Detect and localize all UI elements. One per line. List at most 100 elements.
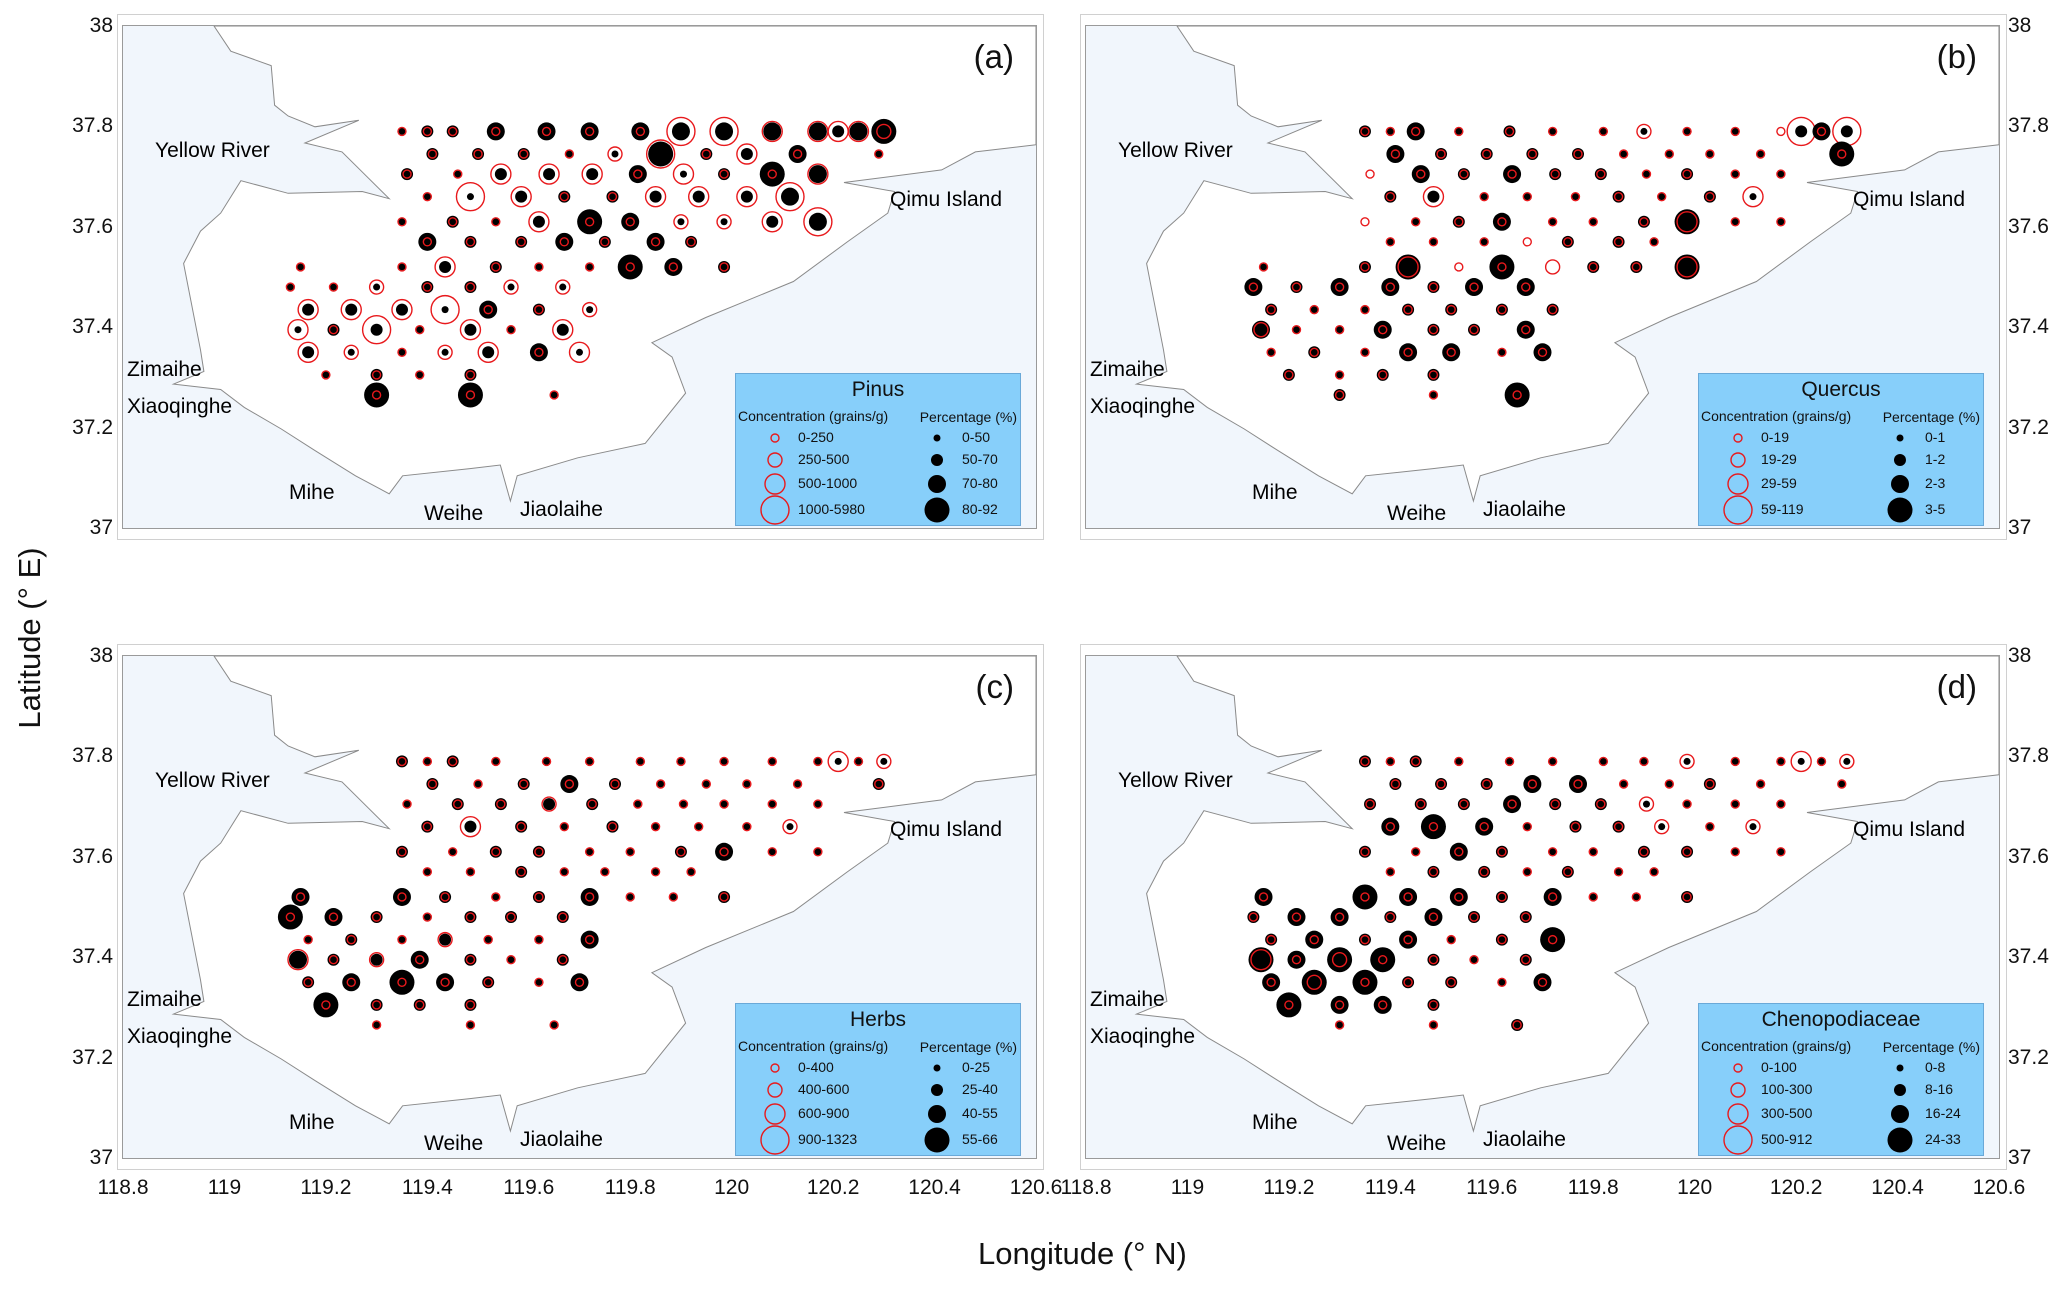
percentage-dot [1533, 343, 1552, 362]
concentration-ring [1403, 934, 1413, 945]
panel-frame [117, 14, 1044, 540]
concentration-ring [650, 867, 661, 877]
concentration-ring [340, 298, 362, 321]
concentration-ring [1454, 892, 1464, 902]
legend-dot-symbol [924, 497, 950, 523]
percentage-dot [507, 283, 515, 291]
percentage-dot [743, 780, 751, 788]
x-tick-label: 119.2 [300, 1176, 352, 1199]
percentage-dot [1650, 238, 1658, 246]
legend-dot-symbol [1896, 434, 1904, 442]
percentage-dot [788, 145, 807, 164]
percentage-dot [441, 306, 449, 314]
concentration-ring [1428, 867, 1439, 877]
concentration-ring [1705, 779, 1715, 789]
percentage-dot [1381, 278, 1400, 297]
legend-concentration-class: 900-1323 [798, 1131, 858, 1147]
percentage-dot [416, 326, 424, 334]
legend-dot-symbol [933, 1064, 941, 1072]
concentration-ring [465, 237, 476, 247]
percentage-dot [768, 800, 776, 808]
percentage-dot [1620, 780, 1628, 788]
concentration-ring [1446, 304, 1456, 315]
legend-ring-symbol [1723, 1125, 1753, 1155]
concentration-ring [422, 191, 433, 202]
place-label: Qimu Island [1853, 818, 1965, 841]
concentration-ring [761, 120, 783, 143]
legend-ring-symbol [1733, 1063, 1743, 1073]
concentration-ring [666, 116, 696, 147]
percentage-dot [373, 283, 381, 291]
concentration-ring [807, 163, 829, 185]
percentage-dot [849, 122, 868, 141]
percentage-dot [1543, 887, 1562, 906]
percentage-dot [370, 953, 383, 966]
place-label: Mihe [1252, 1111, 1298, 1134]
place-label: Qimu Island [890, 818, 1002, 841]
percentage-dot [1840, 125, 1853, 138]
concentration-ring [321, 370, 331, 380]
percentage-dot [492, 893, 500, 901]
legend-dot-symbol [1891, 475, 1909, 493]
percentage-dot [1549, 757, 1557, 765]
concentration-ring [767, 799, 777, 809]
percentage-dot [1589, 893, 1597, 901]
percentage-dot [1399, 887, 1418, 906]
concentration-ring [1598, 756, 1609, 767]
percentage-dot [313, 992, 339, 1018]
concentration-ring [1482, 149, 1492, 159]
concentration-ring [1428, 955, 1439, 965]
legend-concentration-class: 0-250 [798, 429, 834, 445]
concentration-ring [1403, 304, 1413, 315]
concentration-ring [1250, 949, 1272, 971]
percentage-dot [507, 326, 515, 334]
concentration-ring [534, 347, 544, 357]
concentration-ring [503, 279, 519, 295]
percentage-dot [556, 323, 569, 336]
concentration-ring [559, 237, 569, 247]
place-label: Qimu Island [1853, 188, 1965, 211]
legend: Quercus Concentration (grains/g) Percent… [1698, 373, 1984, 526]
concentration-ring [1385, 867, 1396, 877]
percentage-dot [634, 800, 642, 808]
percentage-dot [1267, 348, 1275, 356]
percentage-dot [286, 283, 294, 291]
percentage-dot [740, 148, 753, 161]
place-label: Xiaoqinghe [1090, 395, 1195, 418]
legend-percentage-class: 0-50 [962, 429, 991, 445]
percentage-dot [720, 218, 728, 226]
concentration-ring [397, 262, 407, 272]
concentration-ring [1638, 796, 1655, 812]
percentage-dot [486, 122, 505, 141]
percentage-dot [297, 263, 305, 271]
concentration-ring [1816, 756, 1827, 767]
percentage-dot [1731, 218, 1739, 226]
concentration-ring [719, 756, 729, 767]
percentage-dot [441, 348, 449, 356]
percentage-dot [466, 1021, 474, 1029]
concentration-ring [1613, 867, 1624, 877]
concentration-ring [1334, 370, 1345, 380]
percentage-dot [1504, 382, 1530, 408]
concentration-ring [1522, 821, 1532, 832]
percentage-dot [649, 190, 662, 203]
percentage-dot [492, 218, 500, 226]
percentage-dot [1650, 868, 1658, 876]
percentage-dot [1777, 218, 1785, 226]
concentration-ring [1705, 821, 1715, 832]
concentration-ring [1459, 169, 1469, 179]
concentration-ring [1469, 325, 1479, 335]
concentration-ring [453, 799, 463, 809]
concentration-ring [853, 756, 864, 767]
concentration-ring [422, 867, 433, 877]
percentage-dot [1523, 775, 1542, 794]
legend-ring-symbol [1733, 433, 1743, 443]
percentage-dot [669, 893, 677, 901]
concentration-ring [1482, 779, 1492, 789]
legend-dot-symbol [924, 1127, 950, 1153]
concentration-ring [1459, 799, 1469, 809]
place-label: Xiaoqinghe [127, 1025, 232, 1048]
concentration-ring [607, 191, 618, 202]
concentration-ring [1588, 847, 1598, 857]
concentration-ring [1507, 169, 1517, 179]
